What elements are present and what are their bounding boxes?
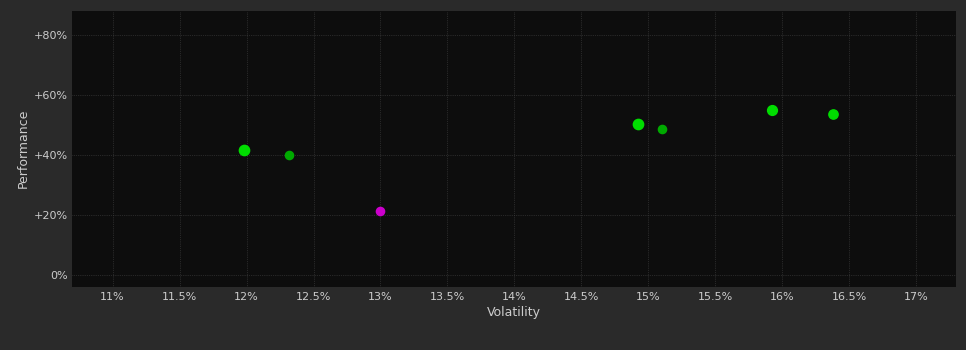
Y-axis label: Performance: Performance [16,109,29,188]
Point [654,126,669,132]
Point [373,208,388,214]
Point [825,111,840,117]
Point [282,152,298,158]
Point [236,147,251,153]
Point [630,121,645,127]
X-axis label: Volatility: Volatility [488,306,541,319]
Point [764,107,780,113]
